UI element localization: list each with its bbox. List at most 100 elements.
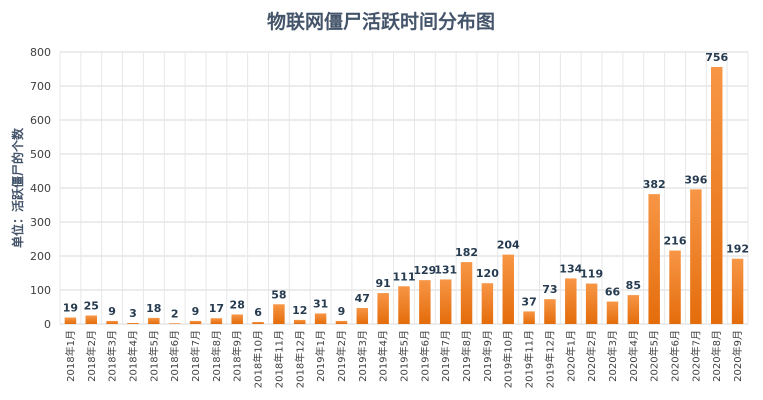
data-label: 756 — [705, 51, 728, 64]
bar — [439, 279, 452, 324]
data-label: 37 — [521, 295, 536, 308]
data-label: 134 — [559, 262, 582, 275]
y-tick-label: 800 — [30, 46, 51, 59]
data-label: 382 — [643, 178, 666, 191]
x-tick-label: 2020年3月 — [606, 330, 619, 382]
bar — [231, 314, 243, 324]
data-label: 25 — [84, 300, 99, 313]
y-tick-label: 600 — [30, 114, 51, 127]
bar — [85, 315, 98, 324]
data-label: 111 — [393, 270, 416, 283]
data-label: 6 — [254, 306, 262, 319]
grid-lines — [59, 51, 749, 325]
x-tick-label: 2018年4月 — [126, 330, 139, 382]
y-tick-label: 100 — [30, 284, 51, 297]
x-tick-label: 2018年3月 — [106, 330, 119, 382]
data-label: 3 — [129, 307, 137, 320]
x-tick-label: 2020年4月 — [627, 330, 640, 382]
x-tick-label: 2018年2月 — [85, 330, 98, 382]
x-tick-label: 2019年6月 — [418, 330, 431, 382]
x-tick-label: 2019年9月 — [481, 330, 494, 382]
x-tick-label: 2018年9月 — [231, 330, 244, 382]
bar — [168, 323, 181, 324]
data-label: 396 — [684, 173, 707, 186]
bar — [148, 317, 160, 324]
bar — [502, 254, 514, 324]
bar — [585, 283, 598, 324]
bar — [627, 295, 640, 324]
x-tick-label: 2020年5月 — [648, 330, 661, 382]
x-tick-label: 2020年2月 — [585, 330, 598, 382]
y-tick-label: 500 — [30, 148, 51, 161]
data-label: 17 — [209, 302, 224, 315]
bar — [210, 318, 223, 324]
data-label: 91 — [375, 277, 390, 290]
bar — [710, 66, 723, 325]
data-label: 129 — [413, 264, 436, 277]
bar — [523, 311, 535, 324]
bar — [64, 317, 77, 324]
x-tick-label: 2020年8月 — [710, 330, 723, 382]
data-label: 2 — [171, 307, 179, 320]
data-label: 31 — [313, 297, 328, 310]
bar — [460, 262, 473, 324]
bar — [544, 299, 556, 324]
bar — [398, 286, 410, 324]
x-axis-ticks: 2018年1月 2018年2月 2018年3月 2018年4月 2018年5月 2018年… — [64, 330, 744, 388]
bar — [335, 320, 348, 324]
data-label: 12 — [292, 304, 307, 317]
data-label: 58 — [271, 288, 286, 301]
x-tick-label: 2019年2月 — [335, 330, 348, 382]
x-tick-label: 2019年11月 — [523, 330, 536, 388]
bar — [606, 301, 619, 324]
x-tick-label: 2019年12月 — [543, 330, 556, 388]
y-tick-label: 200 — [30, 250, 51, 263]
bar — [294, 319, 306, 324]
data-label: 66 — [605, 286, 621, 299]
x-tick-label: 2020年1月 — [564, 330, 577, 382]
bar — [481, 283, 494, 324]
bar — [252, 321, 264, 324]
bar — [731, 258, 744, 324]
bar — [314, 313, 327, 324]
bar — [690, 189, 702, 324]
bar — [127, 322, 139, 324]
data-label: 47 — [355, 292, 370, 305]
bar — [377, 293, 389, 324]
bar — [648, 194, 660, 324]
data-label: 18 — [146, 302, 161, 315]
y-tick-label: 0 — [44, 318, 51, 331]
x-tick-label: 2018年7月 — [189, 330, 202, 382]
y-tick-label: 700 — [30, 80, 51, 93]
data-label: 73 — [542, 283, 557, 296]
bar — [273, 304, 285, 324]
x-tick-label: 2020年6月 — [669, 330, 682, 382]
bar — [669, 250, 681, 324]
data-label: 28 — [230, 298, 245, 311]
y-axis-label: 单位：活跃僵尸的个数 — [10, 127, 25, 248]
data-label: 192 — [726, 243, 749, 256]
x-tick-label: 2019年3月 — [356, 330, 369, 382]
y-axis-ticks: 0 100 200 300 400 500 600 700 800 — [30, 46, 51, 331]
bar — [189, 320, 202, 324]
bar — [356, 308, 369, 324]
x-tick-label: 2020年7月 — [689, 330, 702, 382]
data-label: 204 — [497, 239, 520, 252]
chart-title: 物联网僵尸活跃时间分布图 — [267, 10, 495, 33]
x-tick-label: 2018年6月 — [168, 330, 181, 382]
data-label: 182 — [455, 246, 478, 259]
data-label: 120 — [476, 267, 499, 280]
bar — [106, 320, 118, 324]
bar — [419, 280, 431, 324]
x-tick-label: 2018年10月 — [252, 330, 265, 388]
x-tick-label: 2018年11月 — [272, 330, 285, 388]
bar — [565, 278, 577, 324]
x-tick-label: 2018年12月 — [293, 330, 306, 388]
data-label: 131 — [434, 263, 457, 276]
x-tick-label: 2019年10月 — [502, 330, 515, 388]
x-tick-label: 2019年5月 — [398, 330, 411, 382]
x-tick-label: 2019年7月 — [439, 330, 452, 382]
y-tick-label: 400 — [30, 182, 51, 195]
y-tick-label: 300 — [30, 216, 51, 229]
